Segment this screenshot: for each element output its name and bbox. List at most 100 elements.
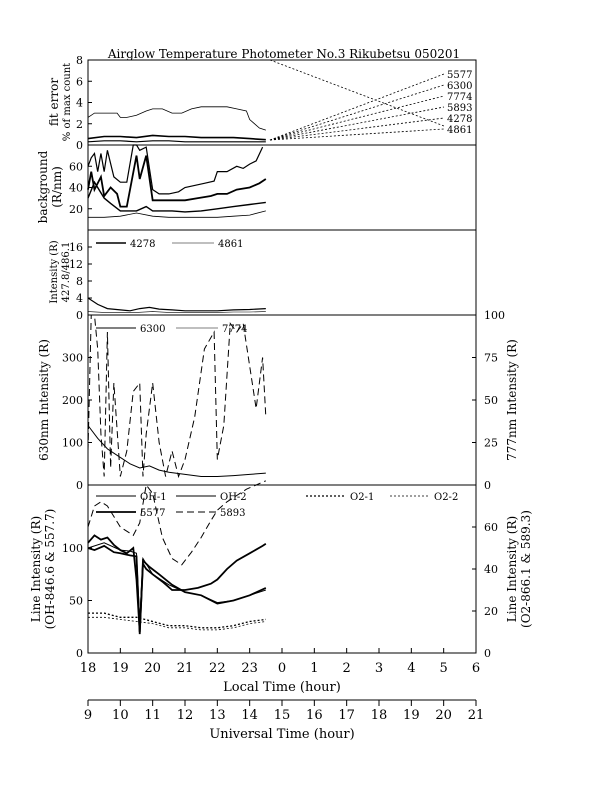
axis-ticks: 18 19 20 21 22 23 0 1 2 3 4 5 69 10 11 12 13 14 15 16 17 18 19… xyxy=(62,54,505,723)
ut-tick-label: 12 xyxy=(177,708,194,723)
local-tick-label: 23 xyxy=(241,661,258,676)
y-tick-label-right: 100 xyxy=(484,309,505,322)
ut-tick-label: 16 xyxy=(306,708,323,723)
series-line-4278 xyxy=(87,297,266,312)
y-tick-label: 2 xyxy=(76,118,83,131)
y-tick-label-right: 20 xyxy=(484,605,498,618)
legend-label-o2-2: O2-2 xyxy=(434,492,458,503)
legend-label-5893: 5893 xyxy=(220,508,245,519)
ut-tick-label: 21 xyxy=(468,708,485,723)
y-tick-label-right: 25 xyxy=(484,437,498,450)
y-tick-label: 12 xyxy=(69,258,83,271)
y-tick-label: 0 xyxy=(76,479,83,492)
local-tick-label: 0 xyxy=(278,661,286,676)
series-line-second-curve xyxy=(87,155,267,208)
lines-ylabel-right-2: (O2-866.1 & 589.3) xyxy=(519,510,533,628)
series-line-upper-curve xyxy=(87,106,266,131)
legend-label-oh-2: OH-2 xyxy=(220,492,247,503)
red-ir-ylabel-right: 777nm Intensity (R) xyxy=(505,339,519,461)
legend-label-5577: 5577 xyxy=(140,508,165,519)
local-time-label: Local Time (hour) xyxy=(223,680,341,695)
series-line-o2-1 xyxy=(88,612,266,629)
chart-title: Airglow Temperature Photometer No.3 Riku… xyxy=(107,47,460,61)
series-line-lower-curve xyxy=(87,140,266,143)
fit-error-legend-leader xyxy=(269,95,445,141)
legend-label-o2-1: O2-1 xyxy=(350,492,374,503)
local-tick-label: 2 xyxy=(343,661,351,676)
y-tick-label: 100 xyxy=(62,437,83,450)
y-tick-label: 300 xyxy=(62,352,83,365)
fit-error-legend-label: 4861 xyxy=(447,125,472,136)
y-tick-label: 4 xyxy=(76,97,83,110)
intensity-blue-ylabel-1: Intensity (R) xyxy=(49,240,60,303)
local-tick-label: 6 xyxy=(472,661,480,676)
red-ir-ylabel-left: 630nm Intensity (R) xyxy=(37,339,51,461)
fit-error-legend-leader xyxy=(269,73,445,141)
lines-ylabel-left-1: Line Intensity (R) xyxy=(29,516,43,622)
local-tick-label: 3 xyxy=(375,661,383,676)
legend-label-7774: 7774 xyxy=(222,324,247,335)
local-tick-label: 5 xyxy=(440,661,448,676)
background-ylabel-1: background xyxy=(36,150,50,223)
series-line-top-curve xyxy=(87,144,264,195)
intensity-blue-ylabel-2: 427.8/486.1 xyxy=(61,242,72,303)
legend-label-oh-1: OH-1 xyxy=(140,492,167,503)
series-line-5577 xyxy=(87,544,267,635)
local-tick-label: 18 xyxy=(80,661,97,676)
y-tick-label: 60 xyxy=(69,160,83,173)
fit-error-legend-leader xyxy=(269,117,445,141)
fit-error-ylabel-1: fit error xyxy=(47,78,61,126)
y-tick-label-right: 75 xyxy=(484,352,498,365)
series-line-6300 xyxy=(87,425,266,477)
y-tick-label: 16 xyxy=(69,241,83,254)
ut-tick-label: 9 xyxy=(84,708,92,723)
local-tick-label: 1 xyxy=(310,661,318,676)
fit-error-legend-label: 6300 xyxy=(447,81,472,92)
y-tick-label-right: 40 xyxy=(484,563,498,576)
series-line-middle-curve xyxy=(87,134,266,141)
fit-error-legend-label: 5577 xyxy=(447,70,472,81)
fit-error-legend-leader xyxy=(269,84,445,141)
series-line-third-curve xyxy=(87,180,266,213)
fit-error-legend-label: 7774 xyxy=(447,92,472,103)
y-tick-label: 40 xyxy=(69,182,83,195)
fit-error-legend-leader xyxy=(269,106,445,141)
legend-label-6300: 6300 xyxy=(140,324,165,335)
ut-tick-label: 20 xyxy=(435,708,452,723)
series-line-4861 xyxy=(87,311,266,313)
y-tick-label: 50 xyxy=(69,595,83,608)
series-line-oh-1 xyxy=(87,534,267,633)
ut-tick-label: 19 xyxy=(403,708,420,723)
legend-label-4278: 4278 xyxy=(130,239,155,250)
legend-label-4861: 4861 xyxy=(218,239,243,250)
y-tick-label-right: 0 xyxy=(484,647,491,660)
fit-error-ylabel-2: % of max count xyxy=(62,63,73,141)
fit-error-legend-label: 4278 xyxy=(447,114,472,125)
plot-lines xyxy=(87,106,267,635)
fit-error-legend-leader xyxy=(269,59,445,127)
y-tick-label: 20 xyxy=(69,203,83,216)
lines-ylabel-left-2: (OH-846.6 & 557.7) xyxy=(43,509,57,630)
ut-tick-label: 17 xyxy=(338,708,355,723)
local-tick-label: 4 xyxy=(407,661,415,676)
local-tick-label: 21 xyxy=(177,661,194,676)
y-tick-label: 0 xyxy=(76,139,83,152)
ut-tick-label: 11 xyxy=(144,708,161,723)
ut-tick-label: 18 xyxy=(371,708,388,723)
local-tick-label: 19 xyxy=(112,661,129,676)
panel-red-ir xyxy=(87,314,477,486)
y-tick-label: 200 xyxy=(62,394,83,407)
ut-tick-label: 14 xyxy=(241,708,258,723)
y-tick-label: 0 xyxy=(76,309,83,322)
y-tick-label: 8 xyxy=(76,54,83,67)
series-line-7774 xyxy=(87,314,267,479)
universal-time-label: Universal Time (hour) xyxy=(209,727,354,742)
series-line-bottom-curve xyxy=(88,210,266,218)
fit-error-legend-leader xyxy=(269,128,445,141)
y-tick-label-right: 0 xyxy=(484,479,491,492)
y-tick-label-right: 60 xyxy=(484,521,498,534)
local-tick-label: 20 xyxy=(144,661,161,676)
